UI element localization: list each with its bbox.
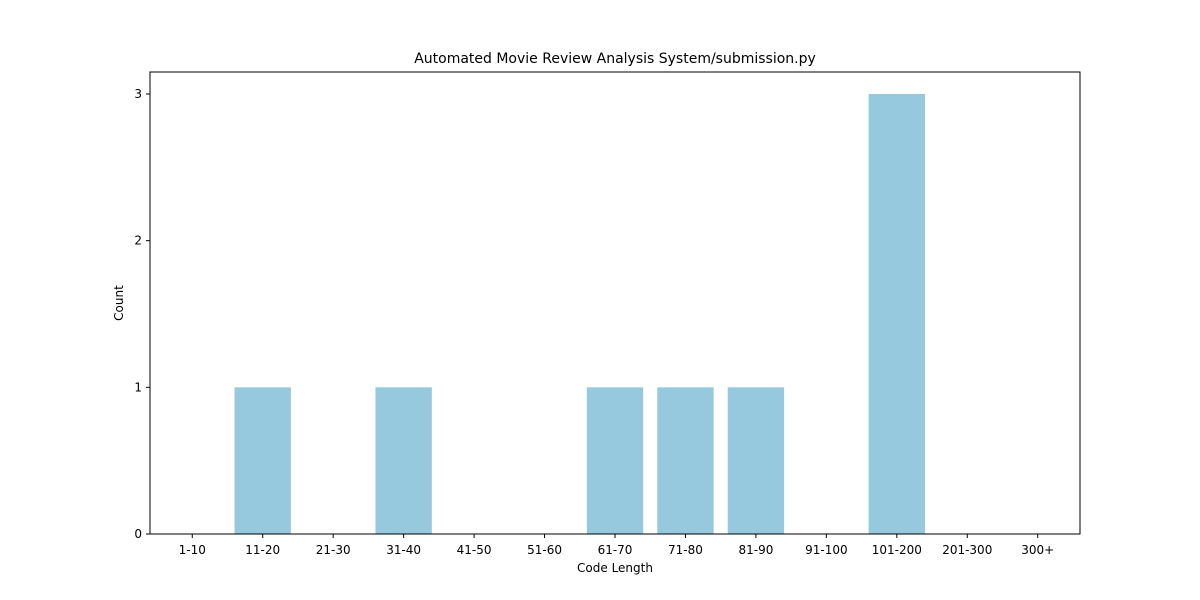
bar-71-80 bbox=[657, 387, 714, 534]
x-tick-label: 201-300 bbox=[942, 543, 992, 557]
y-tick-label: 1 bbox=[134, 380, 142, 394]
x-axis-label: Code Length bbox=[577, 561, 653, 575]
x-tick-label: 21-30 bbox=[316, 543, 351, 557]
x-tick-label: 81-90 bbox=[738, 543, 773, 557]
chart-title: Automated Movie Review Analysis System/s… bbox=[414, 51, 816, 67]
bar-61-70 bbox=[586, 387, 644, 534]
x-tick-label: 61-70 bbox=[598, 543, 633, 557]
y-tick-label: 3 bbox=[134, 87, 142, 101]
x-tick-label: 300+ bbox=[1021, 543, 1054, 557]
bars-group bbox=[234, 94, 925, 534]
bar-31-40 bbox=[375, 387, 432, 534]
y-axis-ticks: 0 1 2 3 bbox=[134, 87, 150, 541]
y-tick-label: 0 bbox=[134, 527, 142, 541]
x-tick-label: 91-100 bbox=[805, 543, 848, 557]
x-tick-label: 11-20 bbox=[245, 543, 280, 557]
bar-11-20 bbox=[234, 387, 291, 534]
x-tick-label: 41-50 bbox=[457, 543, 492, 557]
x-tick-label: 101-200 bbox=[872, 543, 922, 557]
x-tick-label: 1-10 bbox=[179, 543, 206, 557]
x-axis-ticks: 1-10 11-20 21-30 31-40 41-50 51-60 61-70 71-80 8… bbox=[179, 534, 1054, 557]
x-tick-label: 31-40 bbox=[386, 543, 421, 557]
y-tick-label: 2 bbox=[134, 234, 142, 248]
bar-101-200 bbox=[868, 94, 925, 534]
x-tick-label: 51-60 bbox=[527, 543, 562, 557]
x-tick-label: 71-80 bbox=[668, 543, 703, 557]
bar-81-90 bbox=[727, 387, 785, 534]
y-axis-label: Count bbox=[112, 285, 126, 321]
